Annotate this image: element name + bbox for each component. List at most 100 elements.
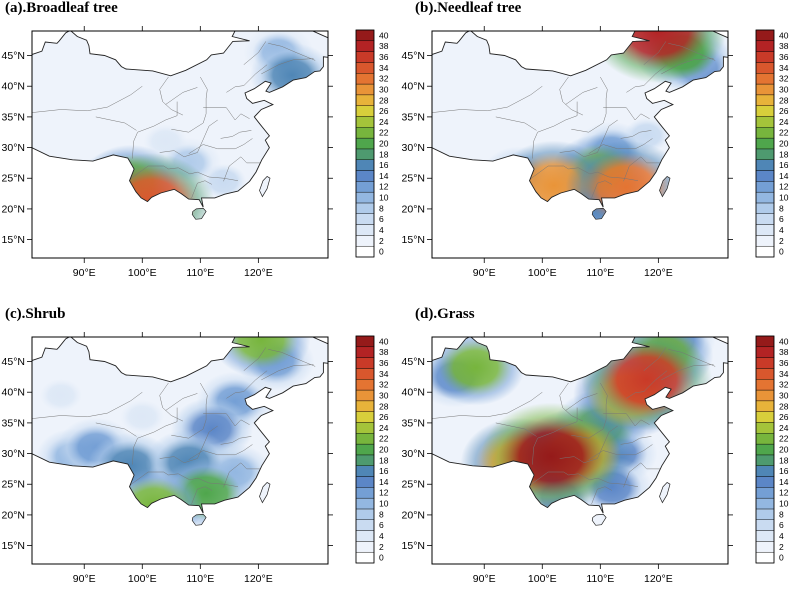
- colorbar-tick-label: 36: [779, 358, 789, 368]
- colorbar-bin: [755, 465, 775, 477]
- colorbar-tick-label: 8: [779, 509, 784, 519]
- colorbar-tick-label: 22: [779, 128, 789, 138]
- province-boundary: [559, 425, 618, 464]
- province-boundary: [620, 436, 652, 445]
- colorbar-tick-label: 20: [379, 445, 389, 455]
- y-tick-label: 25°N: [2, 479, 25, 491]
- y-tick-label: 15°N: [402, 540, 425, 552]
- panel-title: (b).Needleaf tree: [415, 0, 522, 16]
- colorbar-bin: [755, 400, 775, 412]
- colorbar-tick-label: 4: [379, 225, 384, 235]
- taiwan-outline: [259, 175, 271, 198]
- hotspot-mark: [113, 394, 172, 440]
- colorbar-bin: [355, 73, 375, 85]
- colorbar-bin: [755, 127, 775, 139]
- panel-needleaf-tree: (b).Needleaf tree 90°E 100°E 110°E 120°E 15°…: [400, 0, 800, 286]
- colorbar-tick-label: 24: [779, 117, 789, 127]
- province-boundary: [626, 370, 668, 399]
- colorbar-bin: [755, 137, 775, 150]
- country-outline: [432, 31, 728, 208]
- colorbar-bin: [755, 357, 775, 369]
- y-tick-label: 25°N: [2, 173, 25, 185]
- x-tick-label: 120°E: [244, 573, 273, 585]
- y-tick-label: 35°N: [402, 111, 425, 123]
- colorbar-tick-label: 26: [379, 106, 389, 116]
- province-boundary: [495, 116, 537, 131]
- x-tick-label: 90°E: [73, 573, 96, 585]
- province-boundary: [32, 391, 143, 420]
- colorbar-tick-label: 6: [379, 520, 384, 530]
- colorbar-tick-label: 16: [379, 160, 389, 170]
- province-boundary: [226, 64, 268, 93]
- y-tick-label: 45°N: [402, 356, 425, 368]
- colorbar-tick-label: 28: [379, 401, 389, 411]
- colorbar-bin: [755, 83, 775, 96]
- province-boundary: [268, 43, 316, 61]
- province-boundary: [191, 180, 213, 198]
- colorbar-tick-label: 18: [379, 149, 389, 159]
- colorbar-bin: [755, 181, 775, 193]
- hotspot-mark: [32, 373, 90, 417]
- province-boundary: [261, 58, 314, 75]
- colorbar-bin: [755, 508, 775, 520]
- map-chart-grass: 90°E 100°E 110°E 120°E 15°N 20°N 25°N 30°N 35°N 4…: [402, 332, 789, 585]
- colorbar-bin: [355, 40, 375, 52]
- colorbar-bin: [355, 487, 375, 499]
- panel-title: (a).Broadleaf tree: [5, 0, 118, 16]
- x-tick-label: 90°E: [473, 267, 496, 279]
- colorbar-bin: [355, 335, 375, 348]
- colorbar-bin: [755, 487, 775, 499]
- plot-frame: [431, 336, 729, 565]
- colorbar-bin: [355, 94, 375, 106]
- colorbar-tick-label: 24: [379, 117, 389, 127]
- province-boundary: [495, 422, 537, 437]
- colorbar-tick-label: 10: [379, 499, 389, 509]
- colorbar-bin: [355, 519, 375, 531]
- colorbar-bin: [755, 29, 775, 42]
- colorbar-tick-label: 6: [779, 214, 784, 224]
- colorbar-bin: [355, 224, 375, 236]
- y-tick-label: 25°N: [402, 479, 425, 491]
- colorbar-tick-label: 18: [779, 455, 789, 465]
- hainan-outline: [591, 513, 607, 526]
- colorbar-tick-label: 0: [779, 247, 784, 257]
- province-boundary: [603, 413, 650, 427]
- colorbar-bin: [355, 116, 375, 128]
- colorbar-tick-label: 34: [379, 369, 389, 379]
- colorbar-frame: [755, 335, 775, 564]
- panel-grass: (d).Grass 90°E 100°E 110°E 120°E 15°N 20°N 25°…: [400, 306, 800, 592]
- colorbar-frame: [355, 335, 375, 564]
- x-tick-label: 100°E: [528, 267, 557, 279]
- colorbar-tick-label: 0: [379, 247, 384, 257]
- colorbar-bin: [755, 454, 775, 466]
- province-boundary: [661, 364, 714, 381]
- province-boundary: [591, 180, 613, 198]
- province-boundary: [159, 76, 184, 116]
- province-boundary: [626, 64, 668, 93]
- y-tick-label: 20°N: [402, 509, 425, 521]
- colorbar-tick-label: 32: [379, 74, 389, 84]
- province-boundary: [432, 391, 543, 420]
- colorbar-tick-label: 32: [779, 74, 789, 84]
- province-boundary: [591, 486, 613, 504]
- colorbar-bin: [755, 541, 775, 553]
- y-tick-label: 35°N: [2, 417, 25, 429]
- map-chart-shrub: 90°E 100°E 110°E 120°E 15°N 20°N 25°N 30°N 35°N 4…: [2, 332, 389, 585]
- map-chart-broadleaf-tree: 90°E 100°E 110°E 120°E 15°N 20°N 25°N 30°N 35°N 4…: [2, 26, 389, 279]
- colorbar-bin: [355, 235, 375, 247]
- province-boundary: [226, 370, 268, 399]
- province-boundary: [432, 85, 543, 114]
- colorbar-tick-label: 34: [779, 63, 789, 73]
- colorbar-tick-label: 14: [379, 171, 389, 181]
- province-boundary: [203, 107, 250, 121]
- colorbar-tick-label: 18: [779, 149, 789, 159]
- colorbar-tick-label: 16: [779, 160, 789, 170]
- colorbar-bin: [755, 519, 775, 531]
- colorbar-bin: [355, 454, 375, 466]
- y-tick-label: 45°N: [2, 356, 25, 368]
- colorbar-tick-label: 4: [779, 531, 784, 541]
- colorbar-bin: [755, 191, 775, 204]
- colorbar-bin: [355, 170, 375, 182]
- province-boundary: [529, 165, 639, 181]
- colorbar-bin: [755, 551, 775, 564]
